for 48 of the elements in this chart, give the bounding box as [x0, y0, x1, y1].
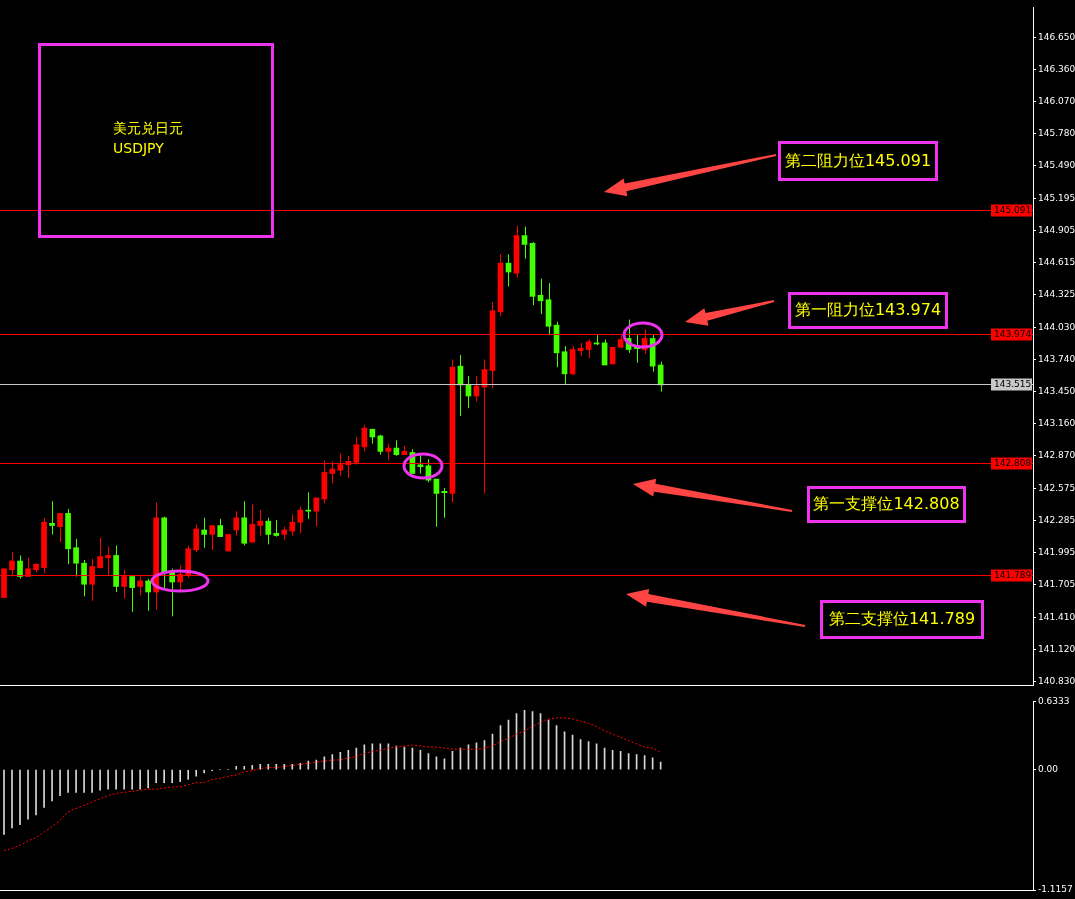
- ref-line-label: 141.789: [994, 569, 1032, 580]
- annotation: 第一支撑位142.808: [807, 486, 966, 523]
- y-tick-label: 140.830: [1038, 676, 1075, 687]
- candlestick: [49, 500, 55, 535]
- y-tick-label: 144.325: [1038, 289, 1075, 300]
- y-tick-label: 142.575: [1038, 482, 1075, 493]
- candlestick: [129, 576, 135, 613]
- y-tick-label: 146.070: [1038, 95, 1075, 106]
- text: USDJPY: [113, 139, 165, 158]
- line-series: [3, 717, 662, 852]
- y-tick-label: 144.615: [1038, 256, 1075, 267]
- ref-line-label: 142.808: [994, 457, 1032, 468]
- text: 美元兑日元: [113, 119, 183, 138]
- candlestick: [241, 500, 248, 546]
- y-tick-label: 141.120: [1038, 643, 1075, 654]
- y-tick-label: 141.705: [1038, 579, 1075, 590]
- ref-line-label: 143.974: [994, 328, 1032, 339]
- y-tick-label: 143.160: [1038, 418, 1075, 429]
- candlestick: [273, 519, 280, 538]
- y-tick-label: 141.995: [1038, 547, 1075, 558]
- y-tick-label: 143.450: [1038, 385, 1075, 396]
- candlestick: [73, 538, 79, 577]
- y-tick-label: 146.650: [1038, 31, 1075, 42]
- y-tick-label: 142.285: [1038, 514, 1075, 525]
- y-tick-label: 141.410: [1038, 611, 1075, 622]
- y-tick-label: 143.740: [1038, 353, 1075, 364]
- y-tick-label: 145.490: [1038, 160, 1075, 171]
- y-tick-label: 146.360: [1038, 63, 1075, 74]
- annotation: 第二支撑位141.789: [820, 600, 984, 639]
- y-tick-label: 144.030: [1038, 321, 1075, 332]
- annotation: 第二阻力位145.091: [778, 141, 938, 181]
- candlestick: [249, 504, 256, 543]
- y-tick-label: 0.00: [1038, 764, 1059, 775]
- y-tick-label: 144.905: [1038, 224, 1075, 235]
- ref-line-label: 145.091: [994, 204, 1032, 215]
- y-tick-label: 145.195: [1038, 192, 1075, 203]
- candlestick: [97, 537, 103, 570]
- annotation: 第一阻力位143.974: [788, 292, 948, 329]
- candlestick: [209, 525, 216, 551]
- y-tick-label: 0.6333: [1038, 695, 1070, 706]
- y-tick-label: 142.870: [1038, 450, 1075, 461]
- candlestick: [441, 487, 448, 519]
- y-tick-label: 145.780: [1038, 127, 1075, 138]
- candlestick: [217, 518, 224, 538]
- ref-line-label: 143.515: [994, 378, 1032, 389]
- candlestick: [305, 491, 312, 520]
- candlestick: [417, 454, 424, 475]
- y-tick-label: -1.1157: [1038, 884, 1073, 895]
